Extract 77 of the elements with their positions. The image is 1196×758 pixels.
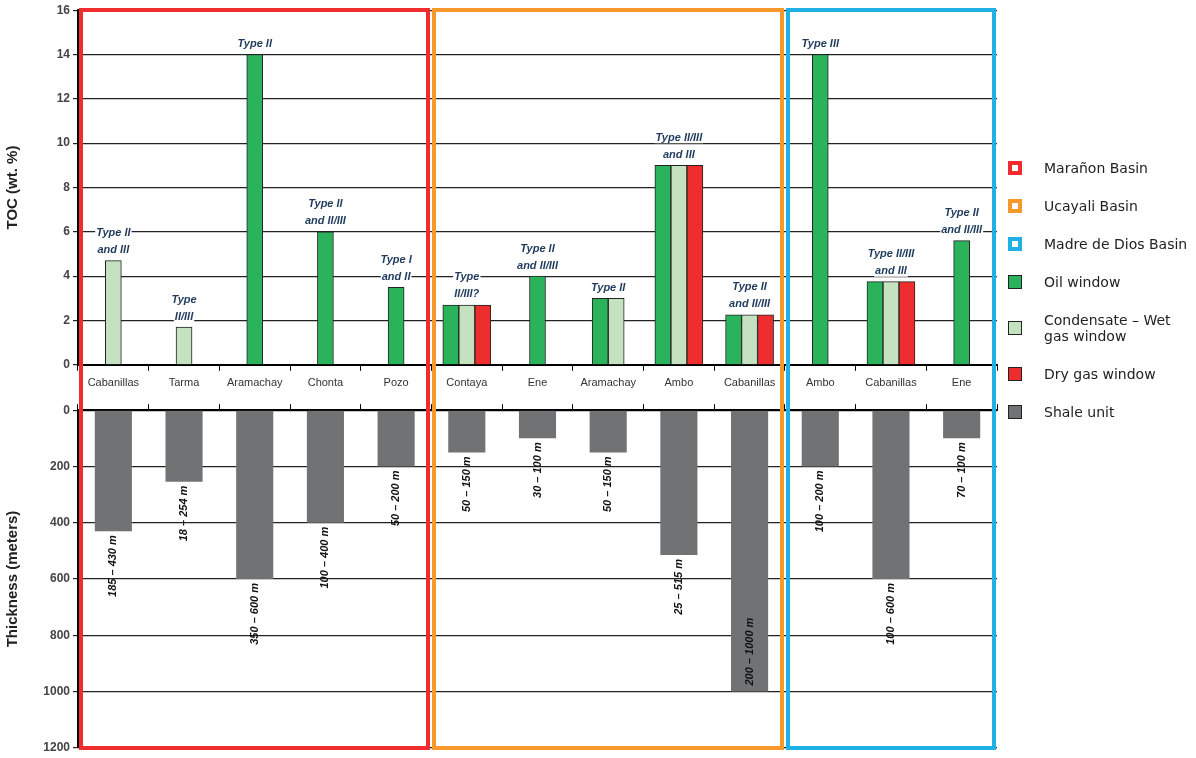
bar xyxy=(165,410,203,482)
x-tick-label: Chonta xyxy=(307,376,345,389)
annotation: Type I and II xyxy=(380,252,413,282)
x-tick-label: Ambo xyxy=(805,376,835,389)
x-tick-label: Ambo xyxy=(664,376,694,389)
y-tick-label: 12 xyxy=(56,91,71,106)
bar xyxy=(518,410,557,439)
annotation: Type II/III and III xyxy=(867,247,916,277)
x-tick-label: Pozo xyxy=(383,376,409,389)
bar xyxy=(377,410,415,467)
annotation: Type II/III? xyxy=(454,270,480,300)
annotation: 18 – 254 m xyxy=(177,485,190,542)
y-tick-label: 16 xyxy=(56,2,71,17)
x-tick-label: Cabanillas xyxy=(865,376,918,389)
y-tick-label: 2 xyxy=(63,312,71,327)
annotation: Type II and II/III xyxy=(517,241,559,271)
y-tick-label: 0 xyxy=(63,357,71,372)
annotation: Type II and II/III xyxy=(304,197,347,227)
bar xyxy=(660,410,698,556)
annotation: 50 – 150 m xyxy=(601,456,614,513)
bar xyxy=(448,410,486,453)
annotation: 350 – 600 m xyxy=(247,582,260,645)
x-tick-label: Tarma xyxy=(168,376,201,389)
text: Ucayali Basin xyxy=(1044,198,1138,214)
bar xyxy=(94,410,132,532)
y-axis-title: TOC (wt. %) xyxy=(3,145,21,230)
bar xyxy=(306,410,344,523)
x-tick-label: Aramachay xyxy=(226,376,284,389)
annotation: 50 – 200 m xyxy=(389,470,402,527)
bar xyxy=(872,410,910,579)
bar xyxy=(801,410,839,467)
legend-label: Dry gas window xyxy=(1044,366,1156,382)
bar xyxy=(589,410,627,453)
y-tick-label: 600 xyxy=(49,571,71,586)
annotation: 50 – 150 m xyxy=(459,456,472,513)
annotation: Type II and II/III xyxy=(941,206,984,236)
y-tick-label: 1200 xyxy=(43,740,71,755)
y-tick-label: 8 xyxy=(63,179,71,194)
text: Madre de Dios Basin xyxy=(1044,236,1188,252)
annotation: 25 – 515 m xyxy=(671,558,684,616)
x-tick-label: Ene xyxy=(527,376,548,389)
annotation: Type II and III xyxy=(96,226,132,256)
annotation: Type II xyxy=(590,280,627,293)
bar xyxy=(731,410,769,692)
text: Marañon Basin xyxy=(1044,160,1148,176)
legend-label: Shale unit xyxy=(1044,404,1115,420)
legend-label: Condensate – Wet gas window xyxy=(1044,312,1172,344)
y-tick-label: 4 xyxy=(63,268,71,283)
y-tick-label: 400 xyxy=(49,515,71,530)
annotation: 100 – 600 m xyxy=(883,582,896,645)
annotation: Type II xyxy=(237,37,273,50)
annotation: 30 – 100 m xyxy=(530,442,543,498)
y-tick-label: 0 xyxy=(63,402,71,417)
annotation: Type II/III xyxy=(171,292,197,322)
y-tick-label: 14 xyxy=(56,46,71,61)
x-tick-label: Ene xyxy=(951,376,972,389)
y-tick-label: 1000 xyxy=(43,683,71,698)
y-tick-label: 10 xyxy=(56,135,71,150)
annotation: 100 – 200 m xyxy=(813,470,826,533)
annotation: Type III xyxy=(801,37,840,50)
x-tick-label: Cabanillas xyxy=(87,376,140,389)
x-tick-label: Contaya xyxy=(446,376,489,389)
annotation: 100 – 400 m xyxy=(318,526,331,589)
annotation: Type II and II/III xyxy=(729,280,771,310)
y-tick-label: 200 xyxy=(49,458,71,473)
bar xyxy=(943,410,981,439)
y-axis-title: Thickness (meters) xyxy=(3,510,21,648)
annotation: 200 – 1000 m xyxy=(742,617,755,687)
y-tick-label: 6 xyxy=(63,224,71,239)
legend-label: Oil window xyxy=(1044,274,1121,290)
x-tick-label: Aramachay xyxy=(580,376,637,389)
y-tick-label: 800 xyxy=(49,627,71,642)
annotation: 70 – 100 m xyxy=(954,442,967,498)
bar xyxy=(236,410,274,579)
annotation: 185 – 430 m xyxy=(106,534,119,597)
annotation: Type II/III and III xyxy=(655,130,704,160)
x-tick-label: Cabanillas xyxy=(723,376,776,389)
